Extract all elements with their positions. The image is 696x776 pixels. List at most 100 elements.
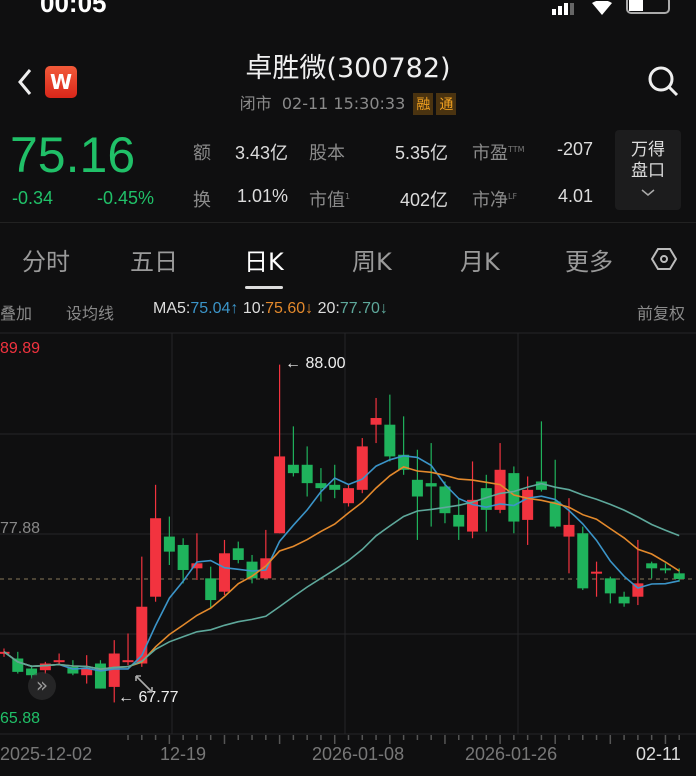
candle-body [563, 524, 575, 537]
candle-body [136, 606, 148, 664]
candle-body [177, 544, 189, 570]
stat-label-shares: 股本 [309, 143, 345, 164]
stat-value-shares: 5.35亿 [394, 143, 448, 163]
x-label-4: 02-11 [636, 744, 681, 764]
price-change-pct: -0.45% [97, 188, 155, 208]
y-axis-mid: 77.88 [0, 520, 41, 537]
back-button[interactable] [12, 66, 38, 98]
market-status-line: 闭市 02-11 15:30:33 融通 [0, 90, 696, 115]
last-price: 75.16 [10, 127, 136, 183]
set-ma-button[interactable]: 设均线 [66, 306, 115, 323]
stat-value-pe: -207 [556, 139, 593, 159]
battery-icon [626, 0, 670, 14]
wind-orderbook-button[interactable]: 万得 盘口 [615, 130, 681, 210]
connect-badge: 通 [436, 93, 457, 115]
resize-arrows-icon [135, 675, 153, 693]
y-axis-max: 89.89 [0, 340, 41, 357]
divider [0, 222, 696, 223]
candle-body [467, 499, 479, 532]
candle-body [522, 489, 534, 520]
candle-body [163, 536, 175, 552]
stat-label-pb: 市净LF [472, 190, 518, 211]
tab-weekly-k[interactable]: 周K [352, 248, 392, 276]
overlay-button[interactable]: 叠加 [0, 306, 33, 323]
candle-body [398, 454, 410, 470]
candle-body [39, 663, 51, 671]
chevron-down-icon [641, 189, 655, 196]
candle-body [122, 660, 134, 663]
stat-value-mktcap: 402亿 [399, 190, 448, 210]
candle-body [150, 518, 162, 597]
candle-body [618, 596, 630, 604]
candle-body [535, 481, 547, 490]
candle-body [94, 663, 106, 689]
candle-body [549, 501, 561, 527]
candle-body [232, 548, 244, 560]
signal-icon [552, 0, 574, 15]
stat-value-amount: 3.43亿 [234, 143, 288, 163]
candle-body [315, 483, 327, 489]
candle-body [356, 446, 368, 490]
candle-body [673, 573, 685, 580]
candle-body [287, 464, 299, 474]
wind-label-1: 万得 [631, 140, 665, 160]
tab-daily-k[interactable]: 日K [244, 248, 284, 276]
candle-body [329, 484, 341, 490]
candle-body [646, 563, 658, 569]
x-label-3: 2026-01-26 [465, 744, 558, 764]
tab-more[interactable]: 更多 [565, 248, 613, 276]
chart-settings-button[interactable] [650, 246, 678, 276]
fullscreen-button[interactable] [134, 674, 154, 698]
status-time: 00:05 [40, 0, 107, 18]
candle-body [191, 563, 203, 569]
stock-title: 卓胜微(300782) [245, 53, 451, 84]
search-button[interactable] [646, 64, 682, 104]
candle-body [53, 660, 65, 663]
tab-intraday[interactable]: 分时 [22, 248, 70, 276]
candle-body [67, 666, 79, 674]
search-icon [648, 66, 679, 97]
stat-value-turnover: 1.01% [236, 186, 288, 206]
candle-body [508, 473, 520, 522]
candle-body [301, 464, 313, 484]
high-marker: ← 88.00 [285, 355, 346, 372]
low-marker: ← 67.77 [118, 689, 179, 706]
stat-value-pb: 4.01 [557, 186, 593, 206]
candle-body [370, 418, 382, 425]
hexagon-settings-icon [650, 248, 678, 270]
candle-body [12, 658, 24, 672]
candle-body [218, 553, 230, 592]
candle-body [604, 578, 616, 594]
ma20-line [3, 482, 680, 671]
active-tab-underline [245, 286, 283, 289]
candle-body [246, 561, 258, 579]
app-logo[interactable]: W [45, 66, 77, 98]
candle-body [411, 479, 423, 497]
x-label-1: 12-19 [160, 744, 207, 764]
tab-monthly-k[interactable]: 月K [460, 248, 500, 276]
stat-label-pe: 市盈TTM [472, 143, 525, 164]
tab-five-day[interactable]: 五日 [130, 248, 178, 276]
candle-body [108, 653, 120, 687]
wind-label-2: 盘口 [631, 161, 665, 181]
market-status: 闭市 [239, 94, 272, 113]
price-change: -0.34 [12, 188, 54, 208]
expand-left-button[interactable]: » [28, 672, 56, 700]
candle-body [632, 583, 644, 597]
y-axis-min-label: 65.88 [0, 710, 41, 727]
ma-values: MA5:75.04↑ 10:75.60↓ 20:77.70↓ [153, 300, 388, 318]
kline-chart[interactable] [0, 330, 696, 776]
price-adjust-button[interactable]: 前复权 [637, 306, 686, 323]
x-label-2: 2026-01-08 [312, 744, 405, 764]
ma10-value: 75.60↓ [265, 300, 314, 317]
double-chevron-right-icon: » [35, 673, 49, 697]
ma5-line [3, 454, 680, 672]
candle-body [425, 483, 437, 487]
candle-body [205, 578, 217, 601]
x-label-0: 2025-12-02 [0, 744, 93, 764]
candle-body [384, 424, 396, 457]
candle-body [453, 514, 465, 527]
stat-label-turnover: 换 [193, 190, 211, 211]
candle-body [274, 456, 286, 534]
candle-body [494, 469, 506, 510]
